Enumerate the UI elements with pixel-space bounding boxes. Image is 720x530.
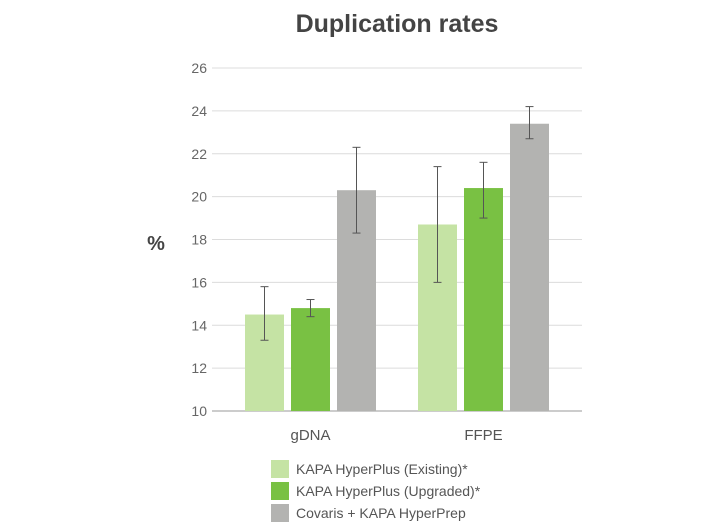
bar [291,308,330,411]
y-tick-label: 14 [191,317,207,333]
x-category-label: FFPE [464,427,502,444]
y-tick-label: 22 [191,146,207,162]
bar [510,123,549,412]
legend: KAPA HyperPlus (Existing)* KAPA HyperPlus… [271,460,481,522]
bar [464,188,503,411]
y-tick-label: 16 [191,274,207,290]
legend-swatch [271,504,289,522]
chart-title: Duplication rates [296,10,499,38]
y-tick-label: 10 [191,403,207,419]
y-tick-label: 18 [191,232,207,248]
legend-label: KAPA HyperPlus (Existing)* [296,461,468,477]
legend-label: Covaris + KAPA HyperPrep [296,505,466,521]
legend-swatch [271,482,289,500]
x-category-label: gDNA [290,427,330,444]
y-tick-label: 24 [191,103,207,119]
y-axis-ticks: 10 12 14 16 18 20 22 24 26 [191,60,207,419]
y-tick-label: 26 [191,60,207,76]
y-axis-label: % [147,233,165,255]
y-tick-label: 20 [191,189,207,205]
x-axis-categories: gDNA FFPE [290,427,502,444]
legend-label: KAPA HyperPlus (Upgraded)* [296,483,481,499]
legend-swatch [271,460,289,478]
bars [245,123,549,412]
y-tick-label: 12 [191,360,207,376]
error-bars [260,106,534,341]
